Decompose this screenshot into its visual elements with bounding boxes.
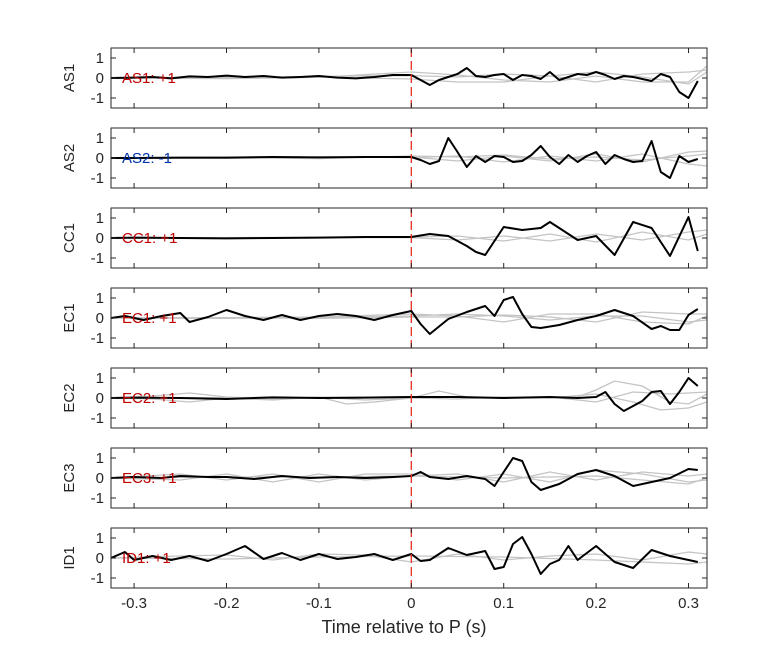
y-tick-label: -1 xyxy=(91,250,104,267)
background-trace-2 xyxy=(111,229,707,242)
plot-area xyxy=(111,457,707,491)
plot-area xyxy=(111,536,707,575)
y-tick-label: -1 xyxy=(91,490,104,507)
y-axis-label: AS2 xyxy=(61,144,78,172)
y-tick-label: 1 xyxy=(96,530,104,547)
y-tick-label: 0 xyxy=(96,470,104,487)
plot-area xyxy=(111,296,707,335)
polarity-label: ID1: +1 xyxy=(122,550,171,567)
y-tick-label: 1 xyxy=(96,130,104,147)
y-tick-label: 1 xyxy=(96,50,104,67)
panel-cc1: 1 0 -1 CC1 CC1: +1 xyxy=(61,207,708,269)
panel-as2: 1 0 -1 AS2 AS2: -1 xyxy=(61,127,708,189)
main-trace xyxy=(111,457,698,491)
x-tick-label: 0.2 xyxy=(586,595,607,612)
y-tick-label: -1 xyxy=(91,570,104,587)
y-axis-label: EC2 xyxy=(61,383,78,412)
x-tick-label: 0.3 xyxy=(678,595,699,612)
polarity-label: EC1: +1 xyxy=(122,310,177,327)
polarity-label: AS2: -1 xyxy=(122,150,172,167)
x-tick-label: -0.2 xyxy=(214,595,240,612)
panels-layer: 1 0 -1 AS1 AS1: +1 1 0 -1 AS2 AS2: -1 1 0 -1 CC1 CC1: … xyxy=(61,47,708,612)
plot-area xyxy=(111,65,707,99)
y-tick-label: 0 xyxy=(96,230,104,247)
plot-area xyxy=(111,377,707,412)
panel-id1: 1 0 -1 ID1 ID1: +1 -0.3 -0.2 -0.1 0 0.1 0.2 0.3 xyxy=(61,527,708,612)
panel-ec3: 1 0 -1 EC3 EC3: +1 xyxy=(61,447,708,509)
main-trace xyxy=(111,536,699,575)
y-axis-label: AS1 xyxy=(61,64,78,92)
y-tick-label: 1 xyxy=(96,290,104,307)
plot-area xyxy=(111,216,707,257)
y-tick-label: 0 xyxy=(96,150,104,167)
y-tick-label: -1 xyxy=(91,90,104,107)
y-tick-label: 0 xyxy=(96,70,104,87)
y-axis-label: EC1 xyxy=(61,303,78,332)
polarity-label: EC3: +1 xyxy=(122,470,177,487)
main-trace xyxy=(111,377,699,412)
main-trace xyxy=(111,216,699,257)
y-tick-label: 1 xyxy=(96,210,104,227)
x-tick-label: -0.3 xyxy=(121,595,147,612)
background-trace-2 xyxy=(111,555,707,565)
y-axis-label: ID1 xyxy=(61,546,78,569)
y-tick-label: 1 xyxy=(96,450,104,467)
background-trace-2 xyxy=(111,471,707,483)
plot-area xyxy=(111,137,707,179)
y-axis-label: EC3 xyxy=(61,463,78,492)
panel-as1: 1 0 -1 AS1 AS1: +1 xyxy=(61,47,708,109)
y-axis-label: CC1 xyxy=(61,223,78,253)
main-trace xyxy=(111,137,699,179)
y-tick-label: -1 xyxy=(91,170,104,187)
background-trace-3 xyxy=(111,311,707,323)
panel-ec2: 1 0 -1 EC2 EC2: +1 xyxy=(61,367,708,429)
panel-ec1: 1 0 -1 EC1 EC1: +1 xyxy=(61,287,708,349)
polarity-label: CC1: +1 xyxy=(122,230,177,247)
x-tick-label: 0.1 xyxy=(493,595,514,612)
main-trace xyxy=(111,67,699,99)
polarity-label: EC2: +1 xyxy=(122,390,177,407)
y-tick-label: -1 xyxy=(91,330,104,347)
x-tick-label: -0.1 xyxy=(306,595,332,612)
y-tick-label: -1 xyxy=(91,410,104,427)
x-axis-label: Time relative to P (s) xyxy=(321,617,486,637)
x-tick-label: 0 xyxy=(407,595,415,612)
y-tick-label: 1 xyxy=(96,370,104,387)
y-tick-label: 0 xyxy=(96,310,104,327)
polarity-label: AS1: +1 xyxy=(122,70,176,87)
main-trace xyxy=(111,296,699,335)
y-tick-label: 0 xyxy=(96,550,104,567)
y-tick-label: 0 xyxy=(96,390,104,407)
